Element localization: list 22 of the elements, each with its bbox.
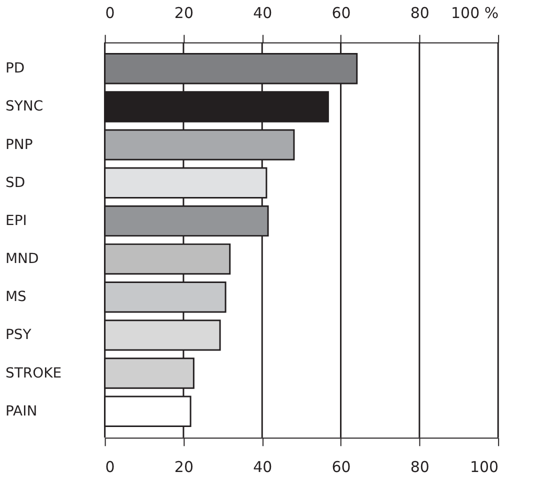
- x2-tick-label: 80: [410, 4, 430, 22]
- x2-tick-label: 60: [332, 4, 351, 22]
- x-tick-label: 60: [332, 458, 351, 476]
- y-tick-label: MS: [5, 289, 27, 306]
- x2-tick-label: 100 %: [451, 4, 499, 22]
- y-tick-label: STROKE: [5, 365, 62, 382]
- y-tick-label: PNP: [5, 136, 33, 153]
- y-tick-label: PAIN: [5, 403, 38, 420]
- y-tick-label: MND: [5, 251, 39, 268]
- y-tick-label: PSY: [5, 327, 32, 344]
- y-tick-label: EPI: [5, 212, 27, 229]
- x-tick-label: 20: [174, 458, 194, 476]
- y-tick-label: PD: [5, 60, 25, 77]
- y-tick-label: SD: [5, 174, 26, 191]
- x-tick-label: 100: [470, 458, 499, 476]
- x2-tick-label: 0: [105, 4, 115, 22]
- x2-tick-label: 40: [253, 4, 272, 22]
- x-tick-label: 80: [410, 458, 430, 476]
- x-tick-label: 0: [105, 458, 115, 476]
- x2-tick-label: 20: [174, 4, 194, 22]
- x-tick-label: 40: [253, 458, 272, 476]
- y-tick-label: SYNC: [5, 98, 44, 115]
